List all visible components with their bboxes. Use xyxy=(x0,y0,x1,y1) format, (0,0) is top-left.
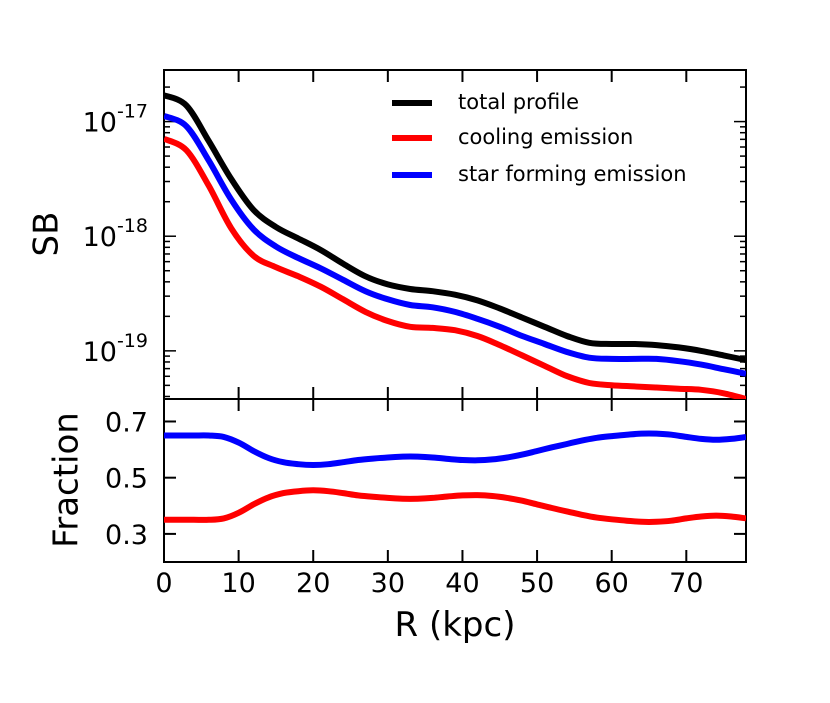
series-line-star-forming xyxy=(164,113,746,377)
series-line-fraction-cooling xyxy=(164,487,746,525)
x-tick-label: 70 xyxy=(669,568,703,599)
bottom-y-axis-title: Fraction xyxy=(47,412,87,548)
legend-label-star-forming: star forming emission xyxy=(458,162,687,186)
legend-label-cooling: cooling emission xyxy=(458,125,633,149)
y-tick-label: 0.3 xyxy=(105,520,148,551)
series-line-fraction-star-forming xyxy=(164,430,746,468)
legend-label-total: total profile xyxy=(458,90,579,114)
y-tick-label: 10-18 xyxy=(83,215,148,253)
x-axis-title: R (kpc) xyxy=(395,605,516,645)
y-tick-label: 10-17 xyxy=(83,101,148,139)
x-tick-label: 0 xyxy=(155,568,172,599)
x-tick-label: 50 xyxy=(520,568,554,599)
x-tick-label: 60 xyxy=(595,568,629,599)
x-tick-label: 10 xyxy=(221,568,255,599)
x-tick-label: 30 xyxy=(371,568,405,599)
series-line-total xyxy=(164,92,746,363)
series-line-cooling xyxy=(164,136,746,399)
top-y-axis-title: SB xyxy=(27,212,67,257)
y-tick-label: 0.5 xyxy=(105,464,148,495)
top-panel-frame xyxy=(163,69,747,400)
legend: total profile cooling emission star form… xyxy=(392,90,687,186)
x-tick-label: 40 xyxy=(445,568,479,599)
x-tick-label: 20 xyxy=(296,568,330,599)
bottom-panel-frame xyxy=(163,398,747,563)
y-tick-label: 10-19 xyxy=(83,330,148,368)
y-tick-label: 0.7 xyxy=(105,407,148,438)
